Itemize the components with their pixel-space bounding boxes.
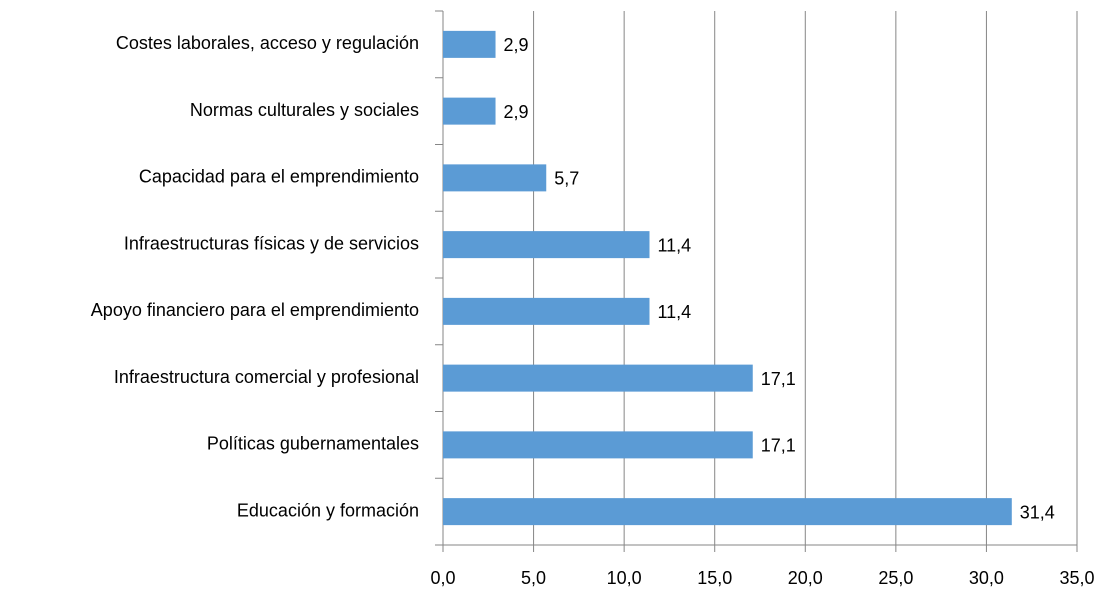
y-tick-label: Costes laborales, acceso y regulación — [116, 33, 419, 53]
data-label: 17,1 — [761, 436, 796, 456]
y-tick-label: Infraestructura comercial y profesional — [114, 367, 419, 387]
x-tick-label: 15,0 — [697, 568, 732, 588]
y-tick-label: Políticas gubernamentales — [207, 434, 419, 454]
y-tick-label: Capacidad para el emprendimiento — [139, 167, 419, 187]
data-label: 2,9 — [504, 102, 529, 122]
y-tick-label: Normas culturales y sociales — [190, 100, 419, 120]
x-tick-label: 5,0 — [521, 568, 546, 588]
data-label: 11,4 — [658, 235, 692, 255]
data-label: 2,9 — [504, 35, 529, 55]
x-tick-label: 25,0 — [878, 568, 913, 588]
bar — [443, 431, 753, 459]
bar — [443, 498, 1012, 526]
data-label: 31,4 — [1020, 502, 1055, 522]
x-tick-label: 10,0 — [607, 568, 642, 588]
bar — [443, 364, 753, 392]
y-tick-label: Educación y formación — [237, 500, 419, 520]
x-tick-label: 30,0 — [969, 568, 1004, 588]
x-tick-label: 20,0 — [788, 568, 823, 588]
data-label: 17,1 — [761, 369, 796, 389]
bar — [443, 164, 547, 192]
y-tick-label: Apoyo financiero para el emprendimiento — [91, 300, 419, 320]
bar — [443, 30, 496, 58]
y-tick-label: Infraestructuras físicas y de servicios — [124, 233, 419, 253]
data-label: 11,4 — [658, 302, 692, 322]
x-tick-label: 0,0 — [430, 568, 455, 588]
data-label: 5,7 — [554, 169, 579, 189]
bar — [443, 297, 650, 325]
x-tick-label: 35,0 — [1059, 568, 1094, 588]
bar — [443, 97, 496, 125]
bar — [443, 231, 650, 259]
